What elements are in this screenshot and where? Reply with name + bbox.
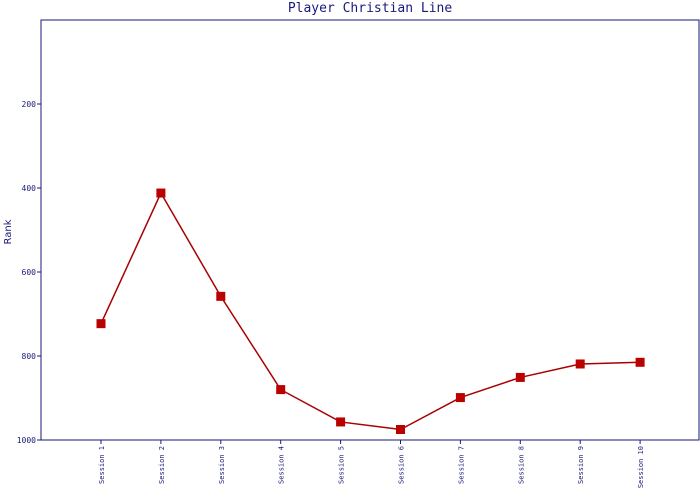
- x-tick-label: Session 2: [158, 446, 166, 484]
- y-tick-label: 400: [22, 184, 37, 193]
- x-tick-label: Session 5: [338, 446, 346, 484]
- x-tick-label: Session 1: [98, 446, 106, 484]
- data-point: [216, 291, 226, 301]
- y-axis-ticks: 200 400 600 800 1000: [17, 100, 41, 445]
- series-line: [100, 191, 641, 431]
- y-tick-label: 1000: [17, 436, 36, 445]
- x-tick-label: Session 3: [218, 446, 226, 484]
- series-group: [96, 188, 645, 434]
- data-point: [455, 393, 465, 403]
- data-point: [336, 417, 346, 427]
- data-point: [635, 357, 645, 367]
- data-point: [96, 319, 106, 329]
- x-tick-label: Session 4: [278, 446, 286, 484]
- x-tick-label: Session 8: [517, 446, 525, 484]
- y-axis-label: Rank: [3, 219, 14, 244]
- data-point: [396, 425, 405, 434]
- data-point: [276, 385, 286, 395]
- y-tick-label: 200: [22, 100, 37, 109]
- y-tick-label: 600: [22, 268, 37, 277]
- plot-frame: [40, 19, 700, 441]
- data-point: [575, 359, 585, 369]
- x-tick-label: Session 10: [637, 446, 645, 488]
- y-tick-label: 800: [22, 352, 37, 361]
- x-axis-ticks: Session 1 Session 2 Session 3 Session 4 Sess…: [98, 440, 645, 488]
- x-tick-label: Session 6: [398, 446, 406, 484]
- data-point: [515, 372, 525, 382]
- data-point: [156, 188, 166, 198]
- chart-title: Player Christian Line: [287, 1, 453, 16]
- x-tick-label: Session 7: [457, 446, 465, 484]
- x-tick-label: Session 9: [577, 446, 585, 484]
